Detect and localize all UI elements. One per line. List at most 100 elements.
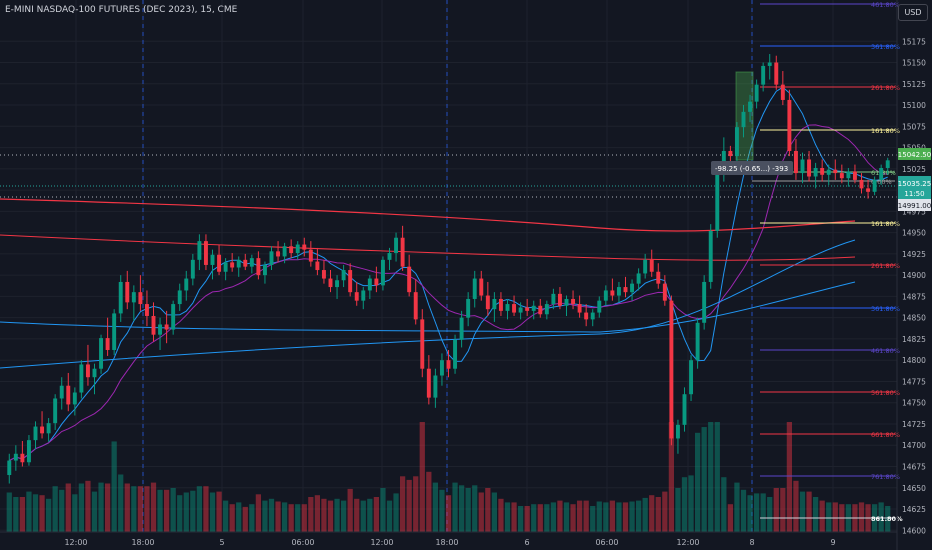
volume-bar (819, 500, 825, 532)
price-level-lines (0, 154, 897, 198)
volume-bar (386, 500, 393, 532)
candle-body (518, 307, 523, 313)
volume-bar (190, 490, 196, 532)
volume-bar (721, 477, 727, 532)
volume-bar (163, 489, 170, 532)
volume-bar (708, 422, 714, 532)
fib-level-label: 261.80% (871, 262, 900, 270)
candle-body (866, 188, 871, 192)
moving-average-line (0, 198, 856, 232)
candle-body (92, 368, 97, 378)
candle-body (112, 313, 117, 350)
price-axis[interactable]: 1517515150151251510015075150501502515000… (896, 0, 926, 550)
candle-body (813, 167, 818, 177)
candle-body (852, 171, 857, 180)
candle-body (276, 251, 281, 257)
time-tick-label: 18:00 (435, 538, 458, 547)
session-separators (142, 0, 753, 532)
candle-body (689, 360, 694, 395)
fib-level-label: 361.80% (871, 305, 900, 313)
candle-body (643, 259, 648, 274)
volume-bar (236, 502, 242, 532)
fib-level-label: 461.80% (871, 347, 900, 355)
moving-average-line (0, 234, 856, 261)
candle-body (295, 244, 300, 254)
volume-bar (380, 488, 386, 532)
volume-bar (262, 500, 268, 532)
volume-bar (281, 502, 288, 532)
candle-body (203, 241, 208, 265)
price-tick-label: 14650 (902, 484, 926, 493)
volume-bar (485, 488, 491, 532)
volume-bar (635, 500, 642, 532)
candle-body (131, 292, 136, 303)
candle-body (79, 364, 84, 393)
candle-body (40, 426, 45, 434)
candle-body (138, 292, 143, 305)
candle-body (158, 324, 163, 335)
price-tag-high-bg (898, 148, 931, 160)
volume-bar (203, 486, 209, 532)
volume-bar (426, 471, 432, 532)
candle-body (361, 290, 366, 301)
volume-bar (616, 502, 622, 532)
volume-bar (439, 489, 445, 532)
volume-bar (537, 504, 543, 532)
candle-body (420, 319, 425, 369)
volume-bar (668, 422, 675, 532)
volume-bar (150, 482, 157, 532)
volume-bar (491, 492, 498, 532)
time-tick-label: 8 (749, 538, 754, 547)
candle-body (767, 62, 772, 66)
candle-body (748, 101, 753, 112)
candle-body (171, 304, 176, 330)
time-axis[interactable]: 12:00 18:00 5 06:00 12:00 18:00 6 06:00 12:00 8 9 (0, 531, 897, 547)
volume-bar (209, 492, 216, 532)
volume-bar (98, 482, 104, 532)
volume-bar (288, 504, 294, 532)
volume-bar (806, 491, 812, 532)
candle-body (826, 169, 831, 175)
candle-body (335, 280, 340, 288)
volume-bar (104, 483, 111, 532)
candle-body (446, 360, 451, 369)
candle-body (557, 293, 562, 306)
price-tag-low: 14991.00 (898, 202, 931, 210)
volume-bar (799, 491, 806, 532)
candle-body (623, 287, 628, 293)
price-tick-label: 15175 (902, 37, 926, 46)
candle-body (872, 179, 877, 192)
fib-level-label: 161.80% (871, 220, 900, 228)
fib-level-label: 461.80% (871, 1, 900, 9)
volume-bar (734, 482, 740, 532)
volume-bar (655, 497, 661, 532)
volume-bar (747, 495, 753, 532)
candle-body (249, 258, 254, 267)
volume-bar (321, 498, 327, 532)
candle-body (144, 304, 149, 316)
candle-body (197, 241, 202, 260)
candle-body (485, 295, 490, 310)
candle-body (400, 237, 405, 267)
volume-bar (642, 497, 648, 532)
volume-bar (183, 492, 189, 532)
volume-bar (524, 506, 530, 532)
currency-button[interactable]: USD (898, 4, 928, 21)
price-tick-label: 14875 (902, 292, 926, 301)
time-tick-label: 06:00 (291, 538, 314, 547)
time-tick-label: 9 (830, 538, 835, 547)
candle-body (610, 290, 615, 296)
measure-label-text: -98.25 (-0.65...) -393 (715, 165, 788, 173)
candle-body (20, 453, 25, 463)
price-tag-last: 15035.25 (898, 180, 931, 188)
volume-bar (596, 501, 602, 532)
volume-bar (563, 502, 570, 532)
candle-body (380, 259, 385, 286)
volume-bar (753, 493, 760, 532)
candle-body (262, 264, 267, 276)
volume-bar (72, 494, 78, 532)
volume-bar (131, 486, 137, 532)
candle-body (774, 62, 779, 85)
candle-body (33, 426, 38, 441)
